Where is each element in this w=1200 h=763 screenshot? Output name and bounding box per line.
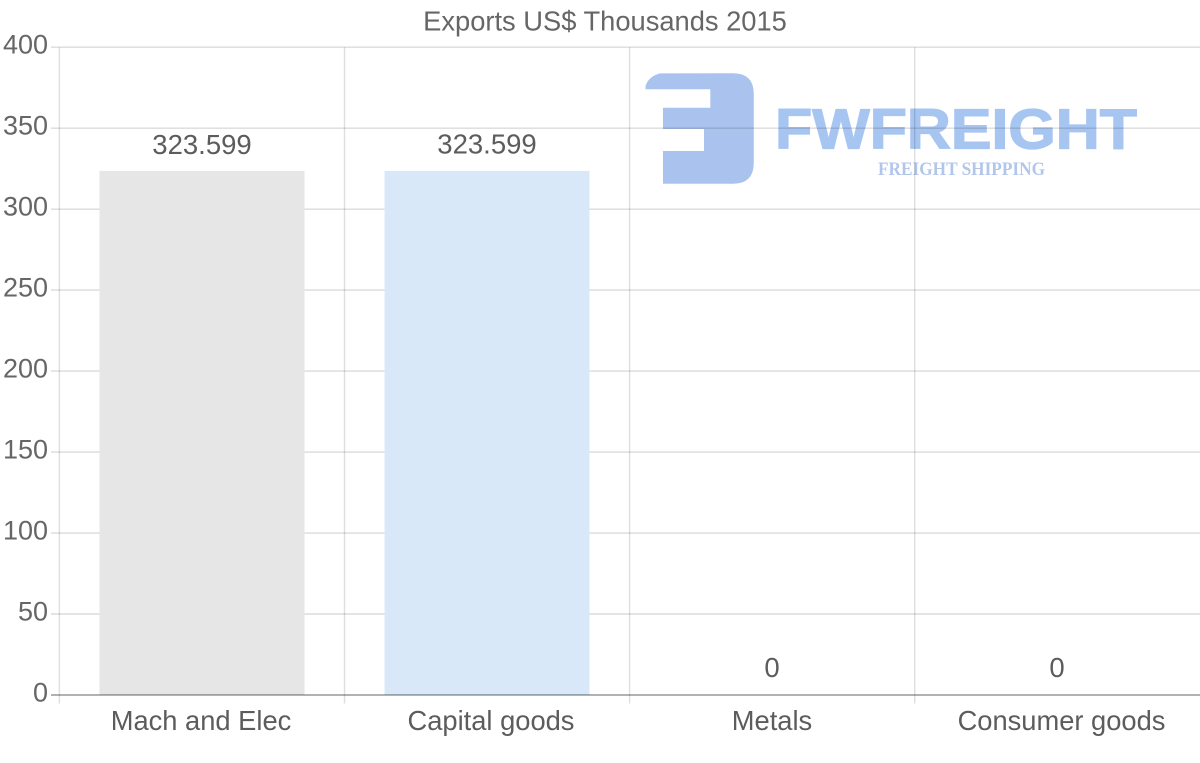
svg-text:0: 0	[1049, 652, 1064, 683]
svg-text:FWFREIGHT: FWFREIGHT	[775, 98, 1137, 161]
svg-text:FREIGHT SHIPPING: FREIGHT SHIPPING	[878, 159, 1045, 180]
svg-text:0: 0	[764, 652, 779, 683]
svg-text:400: 400	[3, 30, 48, 60]
svg-text:Exports US$ Thousands 2015: Exports US$ Thousands 2015	[423, 6, 787, 37]
svg-text:200: 200	[3, 354, 48, 384]
svg-text:Mach and Elec: Mach and Elec	[111, 705, 292, 736]
svg-text:150: 150	[3, 435, 48, 465]
svg-text:Metals: Metals	[732, 705, 812, 736]
svg-text:50: 50	[18, 597, 48, 627]
svg-text:350: 350	[3, 111, 48, 141]
svg-text:323.599: 323.599	[437, 129, 536, 160]
svg-text:323.599: 323.599	[152, 129, 251, 160]
svg-text:0: 0	[33, 678, 48, 708]
svg-text:250: 250	[3, 273, 48, 303]
svg-text:Consumer goods: Consumer goods	[958, 705, 1166, 736]
svg-text:100: 100	[3, 516, 48, 546]
svg-text:300: 300	[3, 192, 48, 222]
svg-text:Capital goods: Capital goods	[408, 705, 575, 736]
